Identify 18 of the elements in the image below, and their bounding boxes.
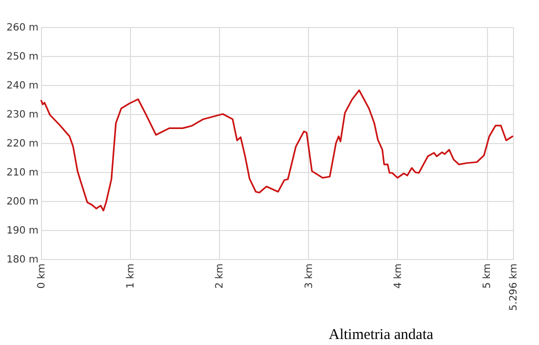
line-series <box>40 89 514 212</box>
y-tick-label: 200 m <box>6 196 38 208</box>
y-tick-label: 250 m <box>6 52 38 62</box>
y-tick-label: 190 m <box>6 226 38 236</box>
y-tick-label: 230 m <box>6 110 38 120</box>
x-tick-label: 5.296 km <box>508 264 520 311</box>
x-tick-label: 0 km <box>36 264 48 289</box>
x-tick-label: 2 km <box>214 264 226 289</box>
y-tick-label: 260 m <box>6 22 38 34</box>
x-tick-label: 5 km <box>482 264 494 289</box>
x-tick-label: 1 km <box>126 264 137 289</box>
x-tick-label: 3 km <box>304 264 315 289</box>
y-tick-label: 220 m <box>6 138 38 150</box>
y-tick-label: 240 m <box>6 80 38 92</box>
text: Altimetria andata <box>328 327 434 343</box>
x-tick-label: 4 km <box>392 264 404 289</box>
y-tick-label: 180 m <box>6 254 38 266</box>
y-tick-label: 210 m <box>6 168 38 178</box>
